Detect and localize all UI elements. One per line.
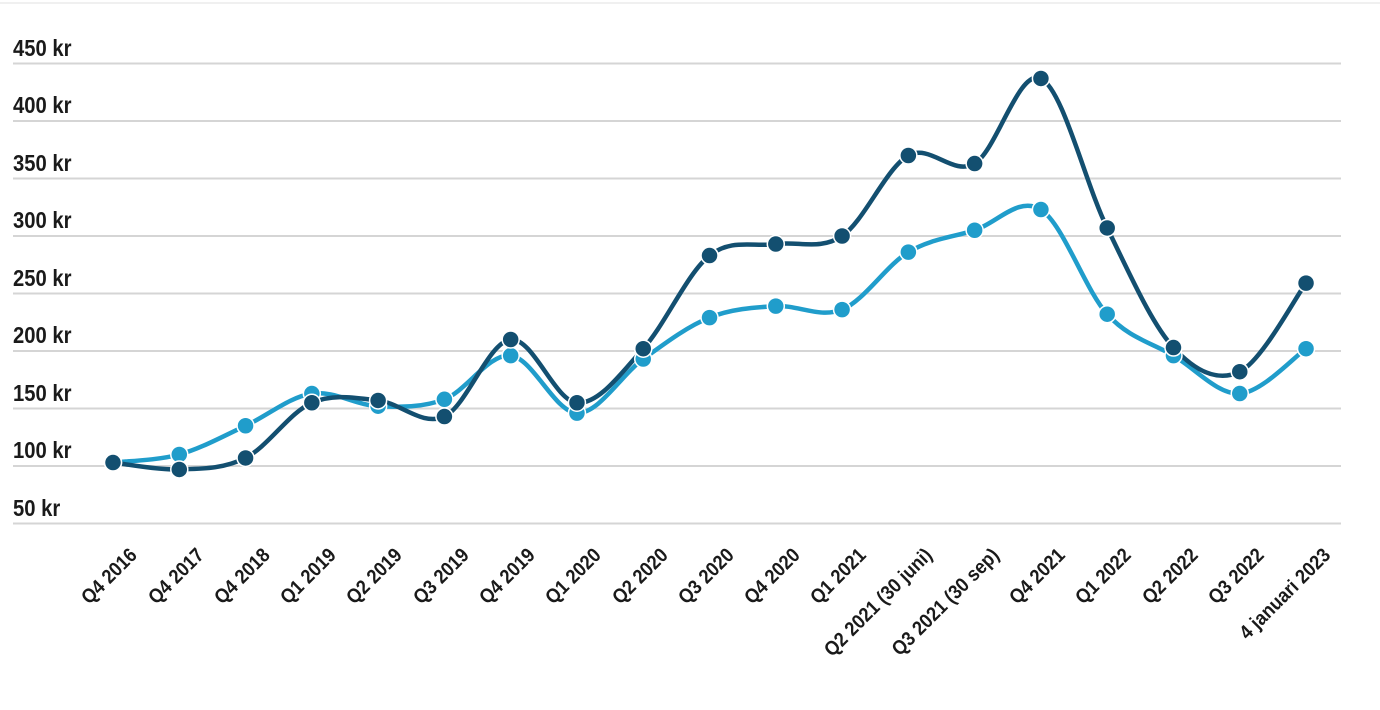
y-axis-label: 150 kr bbox=[13, 379, 72, 406]
dark-blue-series-point bbox=[633, 339, 653, 358]
light-blue-series-point bbox=[965, 221, 984, 240]
dark-blue-series-point bbox=[766, 234, 786, 254]
y-axis-label: 250 kr bbox=[13, 264, 72, 291]
light-blue-series-point bbox=[766, 296, 786, 316]
dark-blue-series-point bbox=[435, 407, 454, 426]
y-axis-label: 450 kr bbox=[13, 34, 72, 61]
y-axis-label: 300 kr bbox=[13, 207, 72, 233]
dark-blue-series-point bbox=[1097, 218, 1117, 238]
dark-blue-series-line bbox=[110, 75, 1309, 472]
light-blue-series-point bbox=[1230, 384, 1250, 403]
dark-blue-series-point bbox=[1031, 69, 1051, 88]
dark-blue-series-point bbox=[170, 460, 189, 479]
light-blue-series-line bbox=[110, 203, 1309, 465]
light-blue-series-point bbox=[435, 390, 454, 409]
dark-blue-series-point bbox=[567, 393, 587, 412]
y-axis-label: 50 kr bbox=[13, 494, 61, 521]
light-blue-series-point bbox=[1296, 339, 1316, 358]
dark-blue-series-point bbox=[1296, 273, 1316, 293]
dark-blue-series-point bbox=[1230, 362, 1250, 381]
dark-blue-series-point bbox=[236, 448, 255, 468]
dark-blue-series-point bbox=[1164, 338, 1183, 357]
light-blue-series-point bbox=[1097, 304, 1117, 324]
dark-blue-series-point bbox=[832, 226, 852, 246]
light-blue-series-point bbox=[1031, 200, 1051, 219]
dark-blue-series-point bbox=[103, 453, 123, 472]
y-axis-label: 350 kr bbox=[13, 149, 72, 176]
light-blue-series-point bbox=[700, 308, 719, 327]
y-axis-label: 400 kr bbox=[13, 92, 72, 118]
dark-blue-series-point bbox=[965, 154, 984, 173]
dark-blue-series-point bbox=[700, 246, 719, 265]
dark-blue-series-point bbox=[501, 330, 520, 349]
light-blue-series-point bbox=[899, 242, 918, 262]
light-blue-series-point bbox=[832, 300, 852, 319]
light-blue-series-point bbox=[501, 346, 520, 365]
y-axis-label: 100 kr bbox=[13, 437, 72, 463]
light-blue-series-point bbox=[236, 416, 255, 435]
top-divider bbox=[0, 2, 1380, 4]
dark-blue-series-point bbox=[899, 146, 918, 165]
y-axis-label: 200 kr bbox=[13, 322, 72, 348]
dark-blue-series-point bbox=[368, 391, 388, 410]
dark-blue-series-point bbox=[302, 393, 322, 412]
